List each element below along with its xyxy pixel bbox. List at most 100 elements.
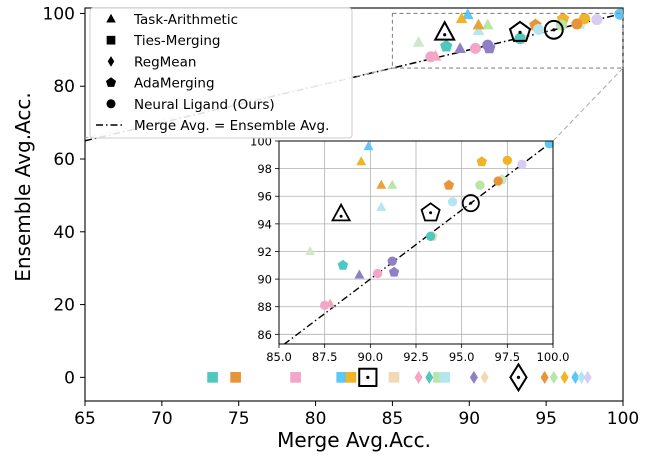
inset-data-point [319, 300, 330, 311]
x-tick-label: 100 [607, 409, 639, 429]
inset-plot: 85.0 87.5 90.0 92.5 95.0 97.5 100.0 86 88 90 92 94 9… [250, 135, 569, 365]
data-point [577, 370, 586, 384]
inset-y-tick-label: 92 [257, 245, 272, 259]
inset-average-marker-dot [339, 214, 343, 218]
legend-label: AdaMerging [134, 76, 215, 92]
inset-data-point [388, 266, 400, 277]
inset-x-tick-label: 97.5 [495, 350, 521, 364]
y-tick-label: 80 [53, 77, 75, 97]
average-marker-dot [516, 375, 521, 379]
average-marker-dot [518, 30, 522, 34]
inset-x-tick-label: 85.0 [266, 350, 292, 364]
data-point [591, 14, 603, 26]
data-point [514, 33, 526, 45]
data-point [469, 370, 478, 384]
inset-average-marker [420, 202, 441, 222]
average-marker-dot [366, 375, 370, 379]
average-marker [543, 19, 564, 40]
inset-data-point [376, 201, 387, 211]
data-point [290, 372, 301, 383]
average-marker [508, 20, 532, 42]
data-point [583, 370, 592, 384]
inset-y-tick-label: 98 [257, 162, 272, 176]
data-point [461, 8, 474, 20]
legend: Task-Arithmetic Ties-Merging RegMean AdaMer… [89, 7, 353, 139]
inset-x-tick-label: 95.0 [449, 350, 475, 364]
inset-y-tick-label: 88 [257, 300, 272, 314]
legend-marker [106, 35, 116, 45]
y-tick-label: 40 [53, 223, 75, 243]
inset-data-point [502, 155, 513, 166]
data-point [481, 18, 494, 30]
inset-data-point [387, 256, 397, 266]
x-tick-label: 65 [74, 409, 96, 429]
data-point [439, 372, 451, 383]
inset-y-tick-label: 86 [257, 328, 272, 342]
x-tick-label: 85 [382, 409, 404, 429]
main-axes-frame [84, 7, 624, 402]
inset-data-point [337, 259, 349, 270]
x-tick-label: 75 [228, 409, 250, 429]
data-point [579, 13, 591, 25]
data-point [425, 370, 434, 384]
zoom-connector [552, 67, 624, 142]
data-point [549, 370, 558, 384]
x-tick-label: 90 [458, 409, 480, 429]
x-tick-label: 95 [535, 409, 557, 429]
inset-y-tick-label: 96 [257, 190, 272, 204]
average-marker [358, 367, 378, 387]
inset-data-point [443, 179, 455, 190]
inset-average-marker [331, 202, 352, 222]
legend-marker [105, 77, 117, 87]
data-point [532, 23, 544, 35]
inset-data-point [354, 269, 365, 279]
inset-data-point [544, 141, 553, 149]
inset-data-point [517, 159, 527, 170]
inset-x-tick-label: 90.0 [358, 350, 384, 364]
average-marker-dot [552, 28, 556, 32]
inset-data-clip [283, 141, 553, 344]
legend-label: Merge Avg. = Ensemble Avg. [134, 118, 329, 134]
inset-data-point [376, 179, 387, 189]
x-tick-label: 80 [305, 409, 327, 429]
data-point [414, 370, 423, 384]
data-point [412, 36, 425, 47]
inset-data-point [387, 179, 398, 189]
inset-data-point [425, 231, 436, 241]
data-point [345, 372, 357, 383]
data-point [230, 372, 241, 383]
x-axis-label: Merge Avg.Acc. [277, 428, 431, 452]
inset-x-tick-label: 87.5 [312, 350, 338, 364]
data-point [454, 42, 466, 53]
inset-data-point [493, 176, 503, 186]
legend-marker [106, 13, 116, 23]
y-tick-label: 100 [43, 4, 75, 24]
legend-label: RegMean [134, 54, 196, 70]
legend-label: Neural Ligand (Ours) [134, 97, 275, 113]
inset-frame [278, 140, 554, 345]
average-marker [509, 362, 528, 393]
data-point [455, 12, 468, 24]
y-tick-label: 20 [53, 296, 75, 316]
inset-data-point [476, 156, 487, 167]
data-point [540, 370, 549, 384]
legend-box [89, 7, 353, 139]
inset-average-marker-dot [429, 211, 433, 215]
average-marker-dot [443, 33, 447, 37]
legend-marker [107, 56, 115, 67]
legend-label: Task-Arithmetic [133, 12, 238, 28]
inset-y-tick-label: 90 [257, 273, 272, 287]
y-tick-label: 60 [53, 150, 75, 170]
average-marker [433, 20, 456, 41]
data-point [469, 42, 481, 54]
inset-data-point [475, 180, 485, 190]
inset-data-point [356, 156, 367, 166]
data-point [336, 372, 348, 383]
main-plot-area: 65 70 75 80 85 90 95 100 0 20 40 60 80 100 [43, 4, 640, 429]
inset-average-marker [461, 194, 480, 213]
data-point [571, 18, 583, 30]
data-point [560, 370, 569, 384]
zoom-box [391, 12, 624, 69]
inset-data-point [363, 141, 374, 151]
legend-label: Ties-Merging [133, 33, 221, 49]
